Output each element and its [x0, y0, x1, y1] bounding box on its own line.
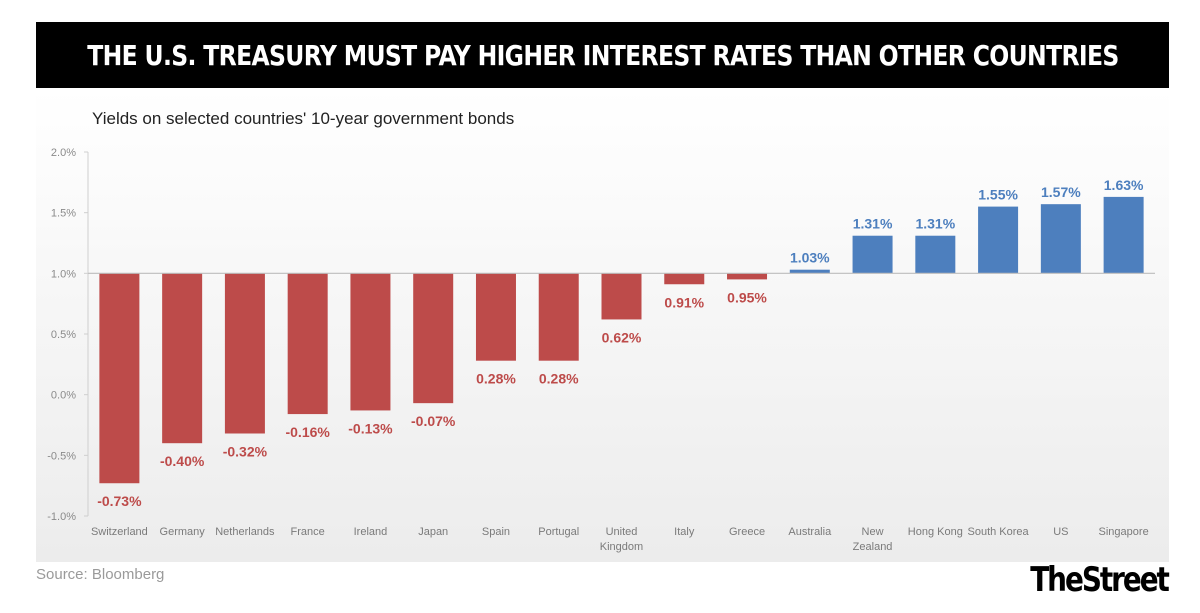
value-labels: -0.73% -0.40% -0.32% -0.16% -0.13% -0.07% 0.28…: [97, 177, 1144, 509]
x-tick-label: Singapore: [1099, 526, 1149, 538]
bar-value-label: 1.63%: [1104, 177, 1144, 193]
y-tick-label: 0.5%: [51, 329, 76, 341]
x-tick-label: Kingdom: [600, 541, 643, 553]
x-tick-label: Netherlands: [215, 526, 275, 538]
x-tick-label: United: [606, 526, 638, 538]
bar: [538, 273, 579, 361]
x-tick-label: Japan: [418, 526, 448, 538]
y-tick-label: 2.0%: [51, 147, 76, 159]
bar-value-label: 0.91%: [664, 294, 704, 310]
bar-value-label: 0.62%: [602, 329, 642, 345]
bar: [350, 273, 391, 411]
x-tick-label: Spain: [482, 526, 510, 538]
bar-value-label: -0.07%: [411, 413, 456, 429]
bar: [99, 273, 140, 484]
x-tick-label: France: [291, 526, 325, 538]
bar: [1103, 196, 1144, 274]
bar-value-label: 0.28%: [476, 371, 516, 387]
bar: [789, 269, 830, 274]
x-tick-label: Australia: [788, 526, 832, 538]
x-tick-label: Zealand: [853, 541, 893, 553]
chart-subtitle: Yields on selected countries' 10-year go…: [92, 109, 514, 128]
bar: [601, 273, 642, 320]
bar: [224, 273, 265, 434]
x-tick-label: Greece: [729, 526, 765, 538]
y-tick-label: -0.5%: [47, 450, 76, 462]
bar-value-label: -0.73%: [97, 493, 142, 509]
x-tick-label: Italy: [674, 526, 695, 538]
chart-title: THE U.S. TREASURY MUST PAY HIGHER INTERE…: [86, 38, 1119, 72]
bar: [162, 273, 203, 444]
chart-title-banner: THE U.S. TREASURY MUST PAY HIGHER INTERE…: [36, 22, 1169, 88]
x-tick-label: Hong Kong: [908, 526, 963, 538]
x-tick-label: Ireland: [354, 526, 388, 538]
x-tick-label: Portugal: [538, 526, 579, 538]
bar-value-label: -0.40%: [160, 453, 205, 469]
bar-value-label: 1.31%: [853, 216, 893, 232]
bar: [287, 273, 328, 415]
bar: [978, 206, 1019, 274]
bar-value-label: 0.28%: [539, 371, 579, 387]
x-tick-label: Germany: [160, 526, 206, 538]
bar: [1040, 204, 1081, 274]
y-tick-label: 1.5%: [51, 208, 76, 220]
x-tick-label: South Korea: [968, 526, 1030, 538]
source-note: Source: Bloomberg: [36, 566, 165, 583]
x-tick-label: US: [1053, 526, 1068, 538]
bar: [915, 235, 956, 274]
y-tick-label: 0.0%: [51, 390, 76, 402]
bar-value-label: 0.95%: [727, 289, 767, 305]
x-tick-label: New: [862, 526, 884, 538]
bar: [664, 273, 705, 285]
bar-value-label: 1.55%: [978, 187, 1018, 203]
bar-value-label: -0.32%: [223, 443, 268, 459]
thestreet-logo: TheStreet: [1030, 560, 1170, 600]
x-tick-label: Switzerland: [91, 526, 148, 538]
bar: [413, 273, 454, 404]
y-tick-label: 1.0%: [51, 268, 76, 280]
bar-value-label: -0.13%: [348, 420, 393, 436]
y-axis: 2.0% 1.5% 1.0% 0.5% 0.0% -0.5% -1.0%: [47, 147, 88, 523]
bar: [727, 273, 768, 280]
bar-value-label: -0.16%: [285, 424, 330, 440]
bar-value-label: 1.03%: [790, 250, 830, 266]
bar: [852, 235, 893, 274]
bar-value-label: 1.31%: [915, 216, 955, 232]
chart-panel: [36, 88, 1169, 562]
bars-group: [99, 196, 1144, 484]
bar-value-label: 1.57%: [1041, 184, 1081, 200]
x-axis: Switzerland Germany Netherlands France Irela…: [91, 526, 1149, 553]
bar: [475, 273, 516, 361]
y-tick-label: -1.0%: [47, 511, 76, 523]
